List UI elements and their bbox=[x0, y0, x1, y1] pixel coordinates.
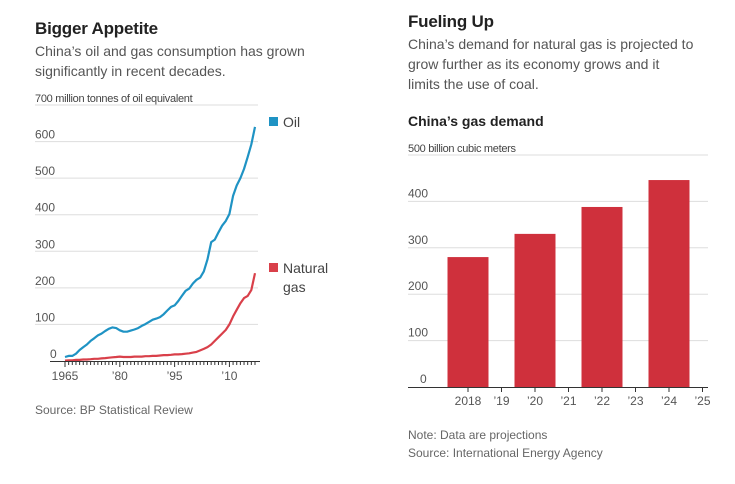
x-tick-label: ’95 bbox=[167, 369, 183, 383]
x-tick-label: ’25 bbox=[694, 394, 710, 408]
bar-source: Source: International Energy Agency bbox=[408, 446, 603, 460]
x-tick-label: ’19 bbox=[493, 394, 509, 408]
x-tick-label: ’23 bbox=[627, 394, 643, 408]
legend-oil-label: Oil bbox=[283, 114, 300, 130]
x-tick-label: ’80 bbox=[112, 369, 128, 383]
legend-gas-label-line1: Natural bbox=[283, 260, 328, 276]
x-tick-label: ’10 bbox=[221, 369, 237, 383]
right-chart-subtitle-line1: China’s demand for natural gas is projec… bbox=[408, 36, 694, 52]
legend-gas-label-line2: gas bbox=[283, 279, 306, 295]
bar-2024 bbox=[648, 180, 690, 387]
right-chart-title: Fueling Up bbox=[408, 12, 494, 31]
y-tick-label: 0 bbox=[420, 372, 427, 386]
bar-2022 bbox=[581, 206, 623, 387]
legend-gas-swatch bbox=[269, 263, 278, 272]
y-tick-label: 500 bbox=[35, 164, 55, 178]
legend-oil-swatch bbox=[269, 117, 278, 126]
left-source: Source: BP Statistical Review bbox=[35, 403, 193, 417]
bar-2018 bbox=[447, 257, 489, 387]
left-chart-title: Bigger Appetite bbox=[35, 19, 158, 38]
x-tick-label: 2018 bbox=[455, 394, 482, 408]
y-axis-unit-label: 700 million tonnes of oil equivalent bbox=[35, 93, 193, 105]
y-tick-label: 400 bbox=[35, 201, 55, 215]
bar-chart-heading: China’s gas demand bbox=[408, 113, 544, 129]
y-tick-label: 0 bbox=[50, 347, 57, 361]
x-tick-label: 1965 bbox=[52, 369, 79, 383]
right-chart-subtitle-line2: grow further as its economy grows and it bbox=[408, 56, 660, 72]
y-tick-label: 600 bbox=[35, 128, 55, 142]
y-tick-label: 200 bbox=[408, 279, 428, 293]
bar-chart: 500 billion cubic meters 0 100 200 300 400 201… bbox=[408, 143, 711, 408]
y-tick-label: 300 bbox=[35, 237, 55, 251]
y-axis-unit-label: 500 billion cubic meters bbox=[408, 143, 517, 155]
x-tick-label: ’20 bbox=[527, 394, 543, 408]
y-tick-label: 100 bbox=[35, 310, 55, 324]
left-chart-subtitle-line1: China’s oil and gas consumption has grow… bbox=[35, 43, 305, 59]
line-chart: 700 million tonnes of oil equivalent 0 100… bbox=[35, 93, 328, 383]
oil-line bbox=[64, 126, 257, 359]
y-tick-label: 100 bbox=[408, 326, 428, 340]
y-tick-label: 300 bbox=[408, 233, 428, 247]
natural-gas-line bbox=[64, 272, 257, 362]
bar-note: Note: Data are projections bbox=[408, 428, 548, 442]
x-tick-label: ’21 bbox=[560, 394, 576, 408]
right-chart-subtitle-line3: limits the use of coal. bbox=[408, 76, 539, 92]
x-tick-label: ’24 bbox=[661, 394, 677, 408]
left-panel: Bigger Appetite China’s oil and gas cons… bbox=[35, 19, 328, 417]
right-panel: Fueling Up China’s demand for natural ga… bbox=[390, 0, 735, 484]
x-tick-label: ’22 bbox=[594, 394, 610, 408]
y-tick-label: 400 bbox=[408, 186, 428, 200]
left-chart-subtitle-line2: significantly in recent decades. bbox=[35, 63, 226, 79]
bar-2020 bbox=[514, 233, 556, 387]
y-tick-label: 200 bbox=[35, 274, 55, 288]
